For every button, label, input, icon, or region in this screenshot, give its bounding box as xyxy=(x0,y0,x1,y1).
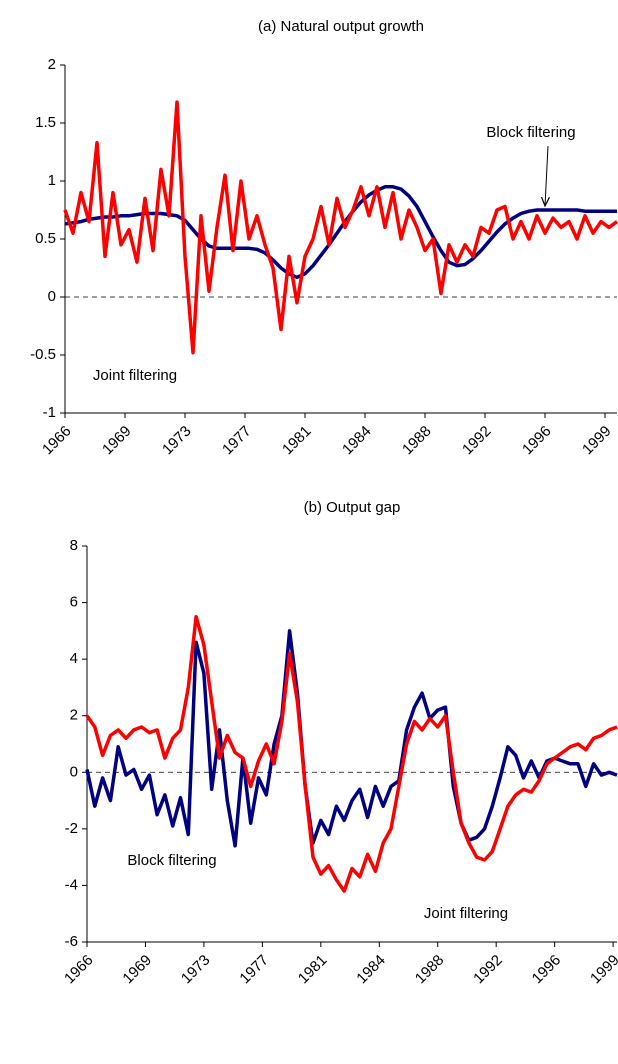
x-tick-label: 1984 xyxy=(339,423,375,459)
x-tick-label: 1988 xyxy=(412,952,448,988)
x-tick-label: 1966 xyxy=(39,423,75,459)
annotation: Block filtering xyxy=(486,124,575,141)
chart-title: (b) Output gap xyxy=(304,499,401,516)
y-tick-label: -0.5 xyxy=(30,346,56,363)
x-tick-label: 1973 xyxy=(159,423,195,459)
x-tick-label: 1992 xyxy=(459,423,495,459)
y-tick-label: 2 xyxy=(70,707,78,724)
series-line xyxy=(63,100,618,355)
chart-title: (a) Natural output growth xyxy=(258,18,424,35)
y-tick-label: 0 xyxy=(70,763,78,780)
x-tick-label: 1977 xyxy=(236,952,272,988)
x-tick-label: 1969 xyxy=(119,952,155,988)
x-tick-label: 1988 xyxy=(399,423,435,459)
x-tick-label: 1981 xyxy=(279,423,315,459)
series-line xyxy=(85,629,618,848)
x-tick-label: 1977 xyxy=(219,423,255,459)
y-tick-label: 0.5 xyxy=(35,230,56,247)
y-tick-label: 8 xyxy=(70,537,78,554)
y-tick-label: 2 xyxy=(48,56,56,73)
y-tick-label: 1.5 xyxy=(35,114,56,131)
x-tick-label: 1996 xyxy=(519,423,555,459)
series-line xyxy=(64,185,617,280)
y-tick-label: -1 xyxy=(43,404,56,421)
y-tick-label: 1 xyxy=(48,172,56,189)
annotation-arrow xyxy=(545,145,548,206)
x-tick-label: 1966 xyxy=(61,952,97,988)
y-tick-label: -4 xyxy=(65,876,78,893)
y-tick-label: 0 xyxy=(48,288,56,305)
x-tick-label: 1981 xyxy=(295,952,331,988)
x-tick-label: 1969 xyxy=(99,423,135,459)
annotation: Joint filtering xyxy=(424,905,508,922)
annotation: Block filtering xyxy=(127,852,216,869)
y-tick-label: -2 xyxy=(65,820,78,837)
x-tick-label: 1999 xyxy=(587,952,618,988)
x-tick-label: 1984 xyxy=(353,952,389,988)
x-tick-label: 1973 xyxy=(178,952,214,988)
x-tick-label: 1996 xyxy=(529,952,565,988)
annotation: Joint filtering xyxy=(93,367,177,384)
y-tick-label: 4 xyxy=(70,650,78,667)
y-tick-label: 6 xyxy=(70,594,78,611)
x-tick-label: 1999 xyxy=(579,423,615,459)
series-line xyxy=(85,614,618,893)
y-tick-label: -6 xyxy=(65,933,78,950)
x-tick-label: 1992 xyxy=(470,952,506,988)
